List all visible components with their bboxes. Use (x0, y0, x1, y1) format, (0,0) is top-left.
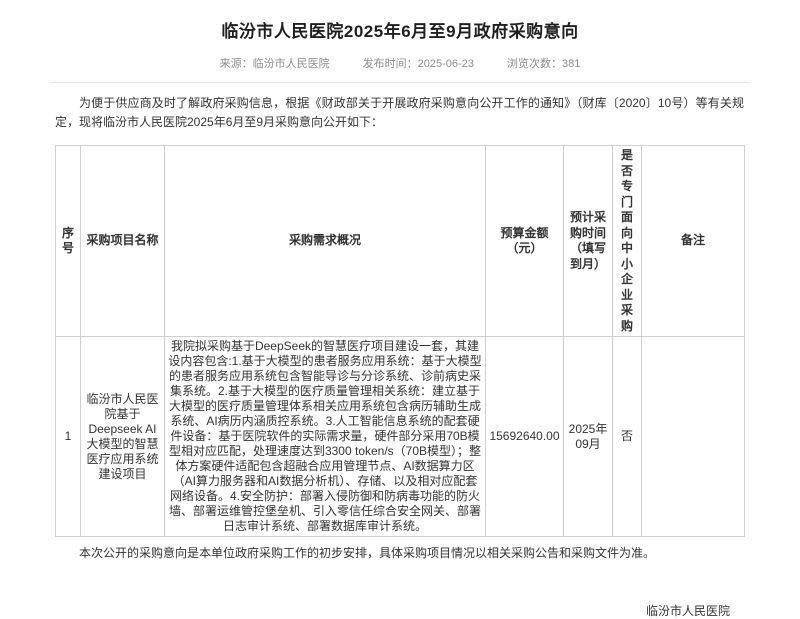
col-header-summary: 采购需求概况 (164, 145, 486, 337)
footer-note: 本次公开的采购意向是本单位政府采购工作的初步安排，具体采购项目情况以相关采购公告… (79, 546, 656, 560)
cell-project-name: 临汾市人民医院基于Deepseek AI大模型的智慧医疗应用系统建设项目 (80, 336, 165, 537)
meta-source: 来源：临汾市人民医院 (220, 58, 330, 70)
header-divider (50, 82, 750, 83)
cell-no: 1 (55, 336, 81, 537)
cell-time: 2025年09月 (563, 336, 613, 537)
col-header-remark: 备注 (641, 145, 745, 337)
meta-publish-value: 2025-06-23 (417, 58, 474, 70)
meta-source-label: 来源： (219, 58, 253, 70)
col-header-time: 预计采购时间（填写到月） (563, 145, 613, 337)
meta-views-label: 浏览次数： (507, 58, 563, 70)
meta-views: 浏览次数：381 (507, 58, 580, 70)
meta-views-value: 381 (562, 58, 581, 70)
procurement-intent-table: 序号 采购项目名称 采购需求概况 预算金额（元） 预计采购时间（填写到月） 是否… (55, 145, 745, 537)
meta-source-value: 临汾市人民医院 (252, 58, 330, 70)
col-header-budget: 预算金额（元） (485, 145, 564, 337)
procurement-notice-page: 临汾市人民医院2025年6月至9月政府采购意向 来源：临汾市人民医院 发布时间：… (0, 22, 800, 618)
table-row: 1 临汾市人民医院基于Deepseek AI大模型的智慧医疗应用系统建设项目 我… (55, 336, 745, 537)
page-title: 临汾市人民医院2025年6月至9月政府采购意向 (221, 22, 579, 41)
cell-budget: 15692640.00 (485, 336, 564, 537)
cell-remark (641, 336, 745, 537)
cell-sme: 否 (612, 336, 642, 537)
table-header-row: 序号 采购项目名称 采购需求概况 预算金额（元） 预计采购时间（填写到月） 是否… (55, 145, 745, 337)
col-header-sme: 是否专门面向中小企业采购 (612, 145, 642, 337)
meta-publish-time: 发布时间：2025-06-23 (363, 58, 474, 70)
signature-org: 临汾市人民医院 (645, 604, 730, 618)
intro-paragraph: 为便于供应商及时了解政府采购信息，根据《财政部关于开展政府采购意向公开工作的通知… (55, 96, 744, 129)
col-header-no: 序号 (55, 145, 81, 337)
cell-summary: 我院拟采购基于DeepSeek的智慧医疗项目建设一套，其建设内容包含:1.基于大… (164, 336, 486, 537)
col-header-project-name: 采购项目名称 (80, 145, 165, 337)
meta-publish-label: 发布时间： (362, 58, 418, 70)
meta-line: 来源：临汾市人民医院 发布时间：2025-06-23 浏览次数：381 (0, 55, 800, 71)
